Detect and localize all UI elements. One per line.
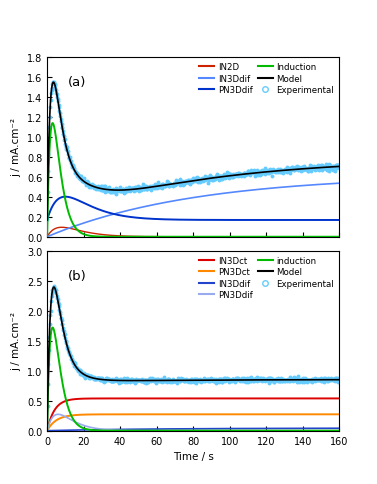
Legend: IN3Dct, PN3Dct, IN3Ddif, PN3Ddif, induction, Model, Experimental: IN3Dct, PN3Dct, IN3Ddif, PN3Ddif, induct… [195, 253, 337, 302]
Y-axis label: j / mA.cm⁻²: j / mA.cm⁻² [11, 312, 21, 371]
X-axis label: Time / s: Time / s [173, 451, 214, 461]
Legend: IN2D, IN3Ddif, PN3Ddif, Induction, Model, Experimental: IN2D, IN3Ddif, PN3Ddif, Induction, Model… [195, 60, 337, 98]
Text: (a): (a) [67, 76, 86, 89]
Text: (b): (b) [67, 270, 86, 283]
Y-axis label: j / mA.cm⁻²: j / mA.cm⁻² [11, 118, 21, 177]
